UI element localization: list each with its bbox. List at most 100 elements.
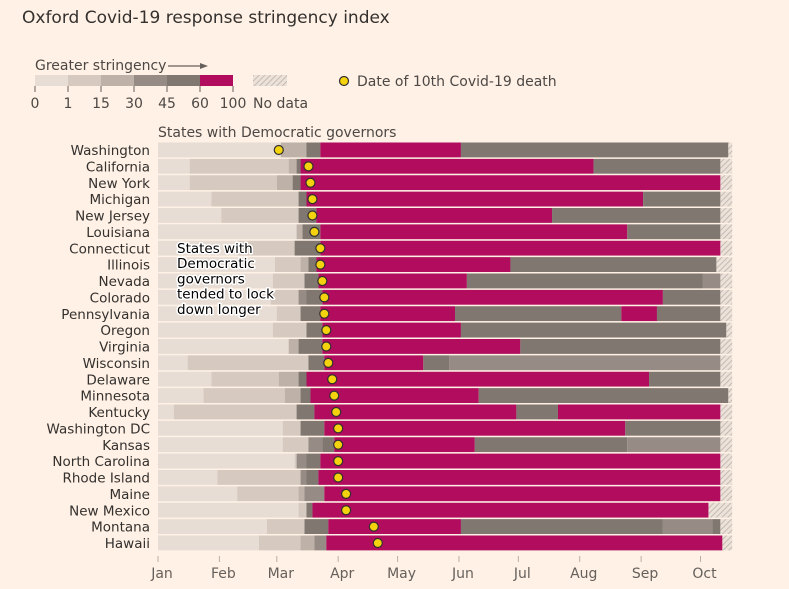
stringency-segment bbox=[221, 208, 299, 223]
state-label: Oregon bbox=[100, 323, 150, 339]
death-marker bbox=[317, 275, 328, 287]
annotation-line: tended to lock bbox=[177, 287, 274, 303]
stringency-segment bbox=[158, 322, 273, 338]
legend-swatch bbox=[35, 75, 68, 86]
stringency-segment bbox=[203, 388, 285, 404]
state-row: Maine bbox=[109, 486, 733, 503]
stringency-segment bbox=[466, 273, 703, 289]
stringency-segment bbox=[324, 486, 721, 502]
x-tick-label: Jul bbox=[513, 566, 531, 582]
death-marker bbox=[329, 390, 340, 401]
no-data-segment bbox=[728, 388, 733, 404]
stringency-segment bbox=[158, 453, 295, 469]
state-label: Washington bbox=[71, 143, 150, 159]
stringency-segment bbox=[662, 289, 721, 305]
x-tick-label: Jan bbox=[150, 566, 173, 582]
stringency-segment bbox=[158, 519, 267, 535]
state-label: Nevada bbox=[98, 274, 150, 290]
stringency-segment bbox=[266, 519, 305, 535]
state-row: Rhode Island bbox=[62, 470, 733, 487]
stringency-segment bbox=[296, 404, 315, 420]
legend-break-label: 60 bbox=[191, 96, 209, 112]
stringency-segment bbox=[320, 142, 461, 158]
stringency-segment bbox=[158, 191, 212, 207]
death-marker bbox=[305, 177, 316, 188]
state-label: Connecticut bbox=[69, 241, 150, 257]
stringency-segment bbox=[625, 420, 721, 436]
death-marker bbox=[333, 423, 344, 434]
x-tick-label: Feb bbox=[211, 566, 236, 582]
state-row: New York bbox=[88, 175, 733, 192]
no-data-segment bbox=[720, 273, 733, 289]
no-data-segment bbox=[720, 158, 733, 174]
stringency-segment bbox=[158, 355, 188, 371]
state-label: Michigan bbox=[89, 192, 150, 208]
stringency-segment bbox=[627, 437, 721, 453]
state-row: New Jersey bbox=[75, 208, 733, 225]
stringency-segment bbox=[158, 306, 277, 322]
state-row: Washington DC bbox=[47, 420, 733, 437]
no-data-segment bbox=[720, 240, 733, 256]
stringency-segment bbox=[296, 224, 303, 240]
stringency-segment bbox=[328, 519, 461, 535]
stringency-segment bbox=[158, 486, 238, 502]
x-tick-label: Aug bbox=[570, 566, 597, 582]
stringency-segment bbox=[288, 158, 297, 174]
state-label: Colorado bbox=[90, 290, 150, 306]
stringency-segment bbox=[322, 437, 335, 453]
stringency-segment bbox=[284, 388, 301, 404]
state-row: Oregon bbox=[100, 322, 733, 339]
stringency-segment bbox=[298, 191, 307, 207]
legend-no-data-swatch bbox=[253, 75, 287, 86]
stringency-segment bbox=[300, 175, 721, 191]
stringency-segment bbox=[510, 257, 717, 273]
stringency-segment bbox=[189, 175, 277, 191]
stringency-segment bbox=[306, 502, 313, 518]
stringency-segment bbox=[326, 535, 723, 551]
no-data-segment bbox=[720, 453, 733, 469]
stringency-segment bbox=[298, 371, 307, 387]
state-row: Michigan bbox=[89, 191, 733, 208]
legend-swatch bbox=[134, 75, 167, 86]
death-marker bbox=[319, 308, 330, 319]
stringency-segment bbox=[627, 224, 721, 240]
legend-swatch bbox=[200, 75, 233, 86]
legend-break-label: 100 bbox=[220, 96, 247, 112]
state-row: New Mexico bbox=[69, 502, 733, 519]
state-label: New Mexico bbox=[69, 503, 150, 519]
x-tick-label: Apr bbox=[330, 566, 354, 582]
death-marker bbox=[309, 226, 320, 237]
stringency-segment bbox=[276, 175, 293, 191]
state-label: Pennsylvania bbox=[61, 307, 150, 323]
legend-scale-title: Greater stringency bbox=[35, 58, 166, 74]
death-marker bbox=[319, 292, 330, 303]
stringency-segment bbox=[217, 470, 301, 485]
stringency-segment bbox=[306, 371, 650, 387]
stringency-segment bbox=[520, 339, 721, 354]
stringency-segment bbox=[158, 240, 238, 256]
death-marker bbox=[315, 259, 326, 270]
state-label: New York bbox=[88, 176, 150, 192]
stringency-segment bbox=[455, 306, 622, 322]
stringency-segment bbox=[322, 339, 521, 354]
death-marker bbox=[341, 488, 352, 499]
no-data-segment bbox=[720, 191, 733, 207]
stringency-segment bbox=[158, 289, 271, 305]
stringency-segment bbox=[296, 453, 307, 469]
stringency-segment bbox=[298, 339, 323, 354]
stringency-segment bbox=[552, 208, 721, 223]
no-data-segment bbox=[720, 175, 733, 191]
legend-break-label: 0 bbox=[31, 96, 40, 112]
no-data-segment bbox=[720, 519, 733, 535]
stringency-segment bbox=[312, 502, 709, 518]
stringency-segment bbox=[310, 388, 479, 404]
state-label: California bbox=[86, 159, 150, 175]
stringency-segment bbox=[460, 322, 727, 338]
stringency-segment bbox=[237, 240, 295, 256]
no-data-segment bbox=[716, 257, 733, 273]
stringency-segment bbox=[158, 175, 190, 191]
state-label: North Carolina bbox=[52, 454, 150, 470]
stringency-segment bbox=[322, 289, 663, 305]
stringency-segment bbox=[474, 437, 628, 453]
no-data-segment bbox=[720, 224, 733, 240]
